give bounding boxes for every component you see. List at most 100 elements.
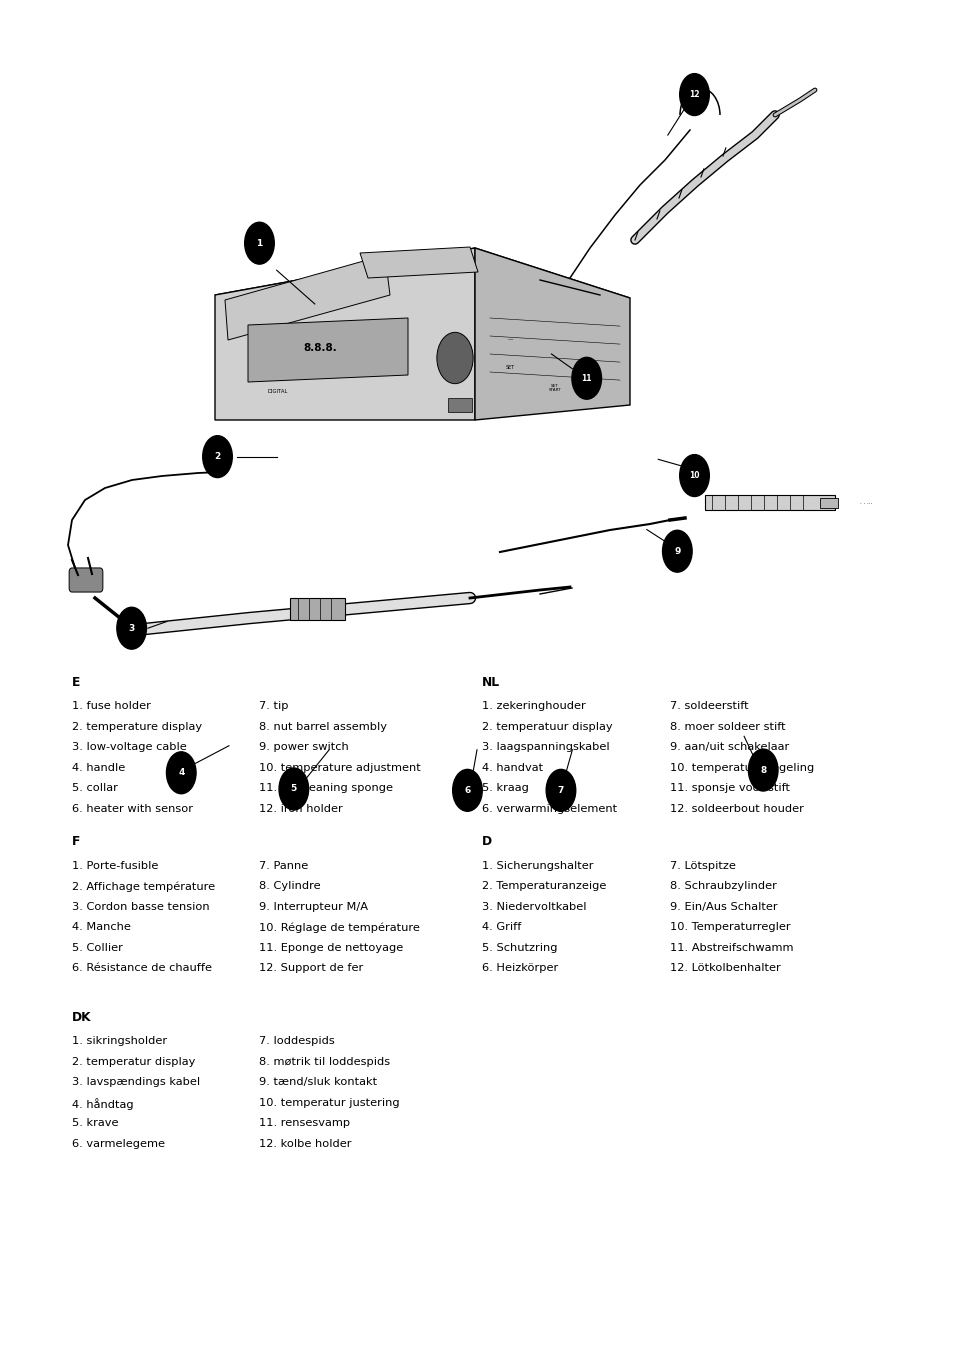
Text: 8.8.8.: 8.8.8. [303,343,336,353]
Circle shape [571,358,600,400]
Text: . . ...: . . ... [859,500,871,504]
Text: 10. Réglage de température: 10. Réglage de température [259,923,420,932]
Text: 5. Collier: 5. Collier [71,943,122,952]
Bar [448,399,472,412]
Text: 7: 7 [558,786,563,794]
Circle shape [545,769,575,811]
Text: 6. verwarmingselement: 6. verwarmingselement [481,804,617,813]
Text: 5. Schutzring: 5. Schutzring [481,943,557,952]
Text: 2. Affichage température: 2. Affichage température [71,881,214,892]
Text: NL: NL [481,676,499,689]
Text: 1. Sicherungshalter: 1. Sicherungshalter [481,861,593,870]
Circle shape [278,767,308,811]
Text: 6. heater with sensor: 6. heater with sensor [71,804,193,813]
Text: 1. sikringsholder: 1. sikringsholder [71,1036,167,1046]
Polygon shape [475,249,629,420]
Bar [704,494,834,509]
Polygon shape [248,317,408,382]
Polygon shape [214,249,475,420]
Text: 2. temperatuur display: 2. temperatuur display [481,721,612,732]
Text: 10: 10 [688,471,700,480]
Text: 4. handle: 4. handle [71,763,125,773]
Text: 7. Lötspitze: 7. Lötspitze [669,861,735,870]
Text: 4. handvat: 4. handvat [481,763,542,773]
Text: 4. Manche: 4. Manche [71,923,131,932]
Text: 9. Ein/Aus Schalter: 9. Ein/Aus Schalter [669,901,777,912]
Text: SET
START: SET START [548,384,560,392]
Text: 9. aan/uit schakelaar: 9. aan/uit schakelaar [669,742,788,753]
Text: 7. tip: 7. tip [259,701,289,711]
Text: 11: 11 [580,374,592,382]
Text: 2. Temperaturanzeige: 2. Temperaturanzeige [481,881,605,892]
Text: 5. collar: 5. collar [71,784,117,793]
Text: 12. Lötkolbenhalter: 12. Lötkolbenhalter [669,963,780,973]
Text: 8. Schraubzylinder: 8. Schraubzylinder [669,881,776,892]
Text: 6. Résistance de chauffe: 6. Résistance de chauffe [71,963,212,973]
Text: 4. håndtag: 4. håndtag [71,1098,133,1109]
Bar [820,499,837,508]
Circle shape [116,607,147,650]
Text: 3. Cordon basse tension: 3. Cordon basse tension [71,901,209,912]
Text: 5: 5 [291,785,296,793]
Text: 7. Panne: 7. Panne [259,861,309,870]
Text: D: D [481,835,492,848]
Text: 1. Porte-fusible: 1. Porte-fusible [71,861,158,870]
Text: 12. soldeerbout houder: 12. soldeerbout houder [669,804,802,813]
Text: 6. Heizkörper: 6. Heizkörper [481,963,558,973]
Text: E: E [71,676,80,689]
Text: 5. krave: 5. krave [71,1119,118,1128]
Text: 3. laagspanningskabel: 3. laagspanningskabel [481,742,609,753]
Text: 10. temperatuur regeling: 10. temperatuur regeling [669,763,813,773]
Text: 5. kraag: 5. kraag [481,784,528,793]
Text: F: F [71,835,80,848]
Bar [290,598,345,620]
Text: 2: 2 [214,453,220,461]
Circle shape [679,74,709,115]
Text: 2. temperatur display: 2. temperatur display [71,1056,194,1067]
Circle shape [436,332,473,384]
Polygon shape [359,247,477,278]
Text: 4. Griff: 4. Griff [481,923,520,932]
Text: DIGITAL: DIGITAL [268,389,288,394]
Text: 3. Niedervoltkabel: 3. Niedervoltkabel [481,901,586,912]
Polygon shape [214,249,629,349]
Text: 3. low-voltage cable: 3. low-voltage cable [71,742,186,753]
Text: 9. power switch: 9. power switch [259,742,349,753]
Text: 8. moer soldeer stift: 8. moer soldeer stift [669,721,784,732]
Text: 11. Abstreifschwamm: 11. Abstreifschwamm [669,943,792,952]
Polygon shape [225,255,390,340]
Circle shape [452,769,481,811]
Text: 9. Interrupteur M/A: 9. Interrupteur M/A [259,901,368,912]
Circle shape [244,223,274,265]
Text: 11. sponsje voor stift: 11. sponsje voor stift [669,784,789,793]
Text: 12. Support de fer: 12. Support de fer [259,963,363,973]
Circle shape [166,751,196,794]
Text: 1. zekeringhouder: 1. zekeringhouder [481,701,585,711]
Text: DK: DK [71,1011,91,1024]
Text: 10. temperature adjustment: 10. temperature adjustment [259,763,421,773]
Text: 8. møtrik til loddespids: 8. møtrik til loddespids [259,1056,390,1067]
Text: 3: 3 [129,624,134,632]
Circle shape [747,748,778,792]
Text: 12. kolbe holder: 12. kolbe holder [259,1139,352,1148]
Text: 6. varmelegeme: 6. varmelegeme [71,1139,164,1148]
Text: 3. lavspændings kabel: 3. lavspændings kabel [71,1077,199,1088]
Text: 8. Cylindre: 8. Cylindre [259,881,321,892]
Text: 9. tænd/sluk kontakt: 9. tænd/sluk kontakt [259,1077,377,1088]
Text: 6: 6 [464,786,470,794]
Text: 11. tip cleaning sponge: 11. tip cleaning sponge [259,784,393,793]
Text: 4: 4 [178,769,184,777]
Text: 10. temperatur justering: 10. temperatur justering [259,1098,399,1108]
Text: 7. soldeerstift: 7. soldeerstift [669,701,747,711]
Circle shape [202,435,233,478]
Text: SET: SET [505,366,514,370]
Text: —: — [507,338,512,343]
Text: 12. iron holder: 12. iron holder [259,804,343,813]
Text: 11. Eponge de nettoyage: 11. Eponge de nettoyage [259,943,403,952]
Text: 8: 8 [760,766,765,774]
Text: 7. loddespids: 7. loddespids [259,1036,335,1046]
Text: 11. rensesvamp: 11. rensesvamp [259,1119,351,1128]
Text: 1: 1 [256,239,262,247]
Text: 12: 12 [688,91,700,99]
Text: 9: 9 [674,547,679,555]
